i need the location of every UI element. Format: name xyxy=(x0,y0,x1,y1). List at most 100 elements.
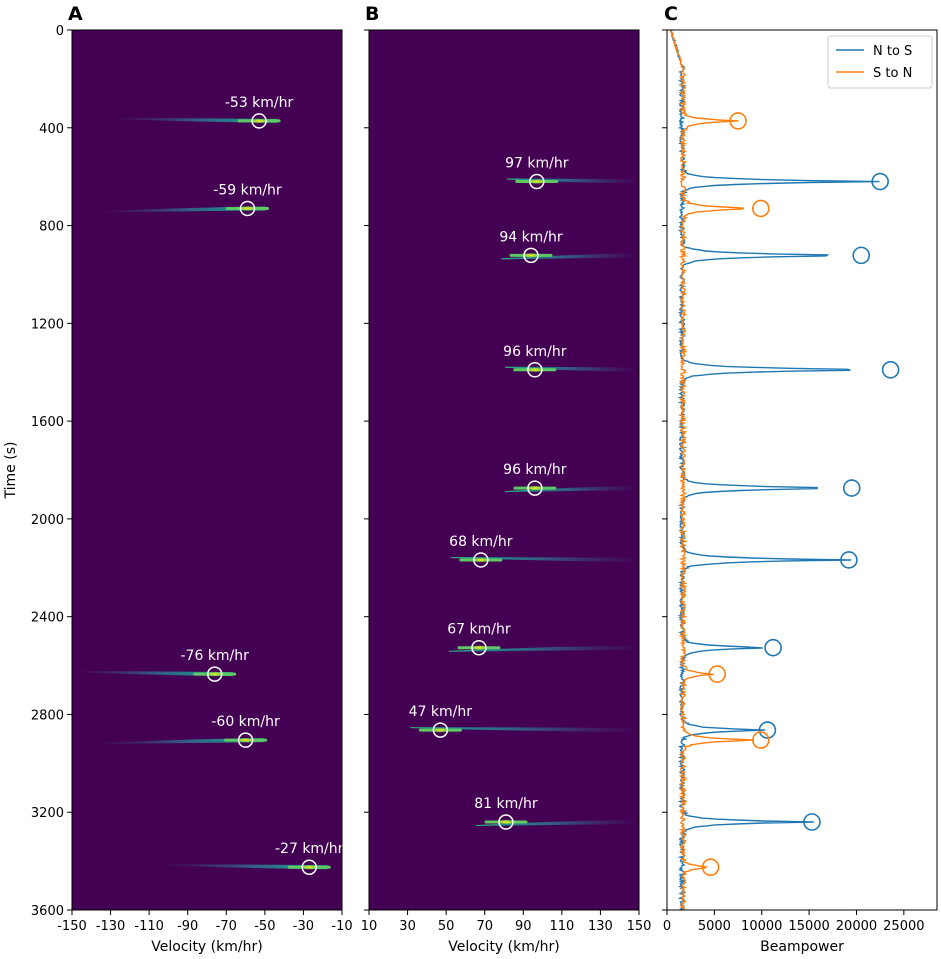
x-ticks-b: 10 30 50 70 90 110 130 150 xyxy=(361,910,652,934)
detection-circle xyxy=(527,362,543,378)
velocity-annotation: -59 km/hr xyxy=(213,182,282,198)
streak-peak xyxy=(524,367,545,373)
y-tick-label: 1200 xyxy=(31,317,64,332)
heatmap-background-b xyxy=(369,30,639,910)
velocity-streak xyxy=(97,738,264,745)
x-axis-label-b: Velocity (km/hr) xyxy=(448,939,559,955)
peak-marker-s-to-n xyxy=(701,858,720,877)
x-tick-label-a: -30 xyxy=(293,919,314,934)
x-tick-label-b: 70 xyxy=(476,919,493,934)
streak-peak xyxy=(430,727,451,733)
y-tick-label: 3600 xyxy=(31,904,64,919)
legend-label-s-to-n: S to N xyxy=(873,66,912,81)
velocity-annotation: 94 km/hr xyxy=(499,229,563,245)
streak-peak xyxy=(468,645,489,651)
panel-b: 97 km/hr 94 km/hr 96 km/hr 96 km/hr 68 km/hr… xyxy=(361,3,652,955)
detection-markers-a: -53 km/hr -59 km/hr -76 km/hr -60 km/hr -27 … xyxy=(181,95,344,875)
x-axis-label-a: Velocity (km/hr) xyxy=(151,939,262,955)
peak-marker-n-to-s xyxy=(840,551,858,569)
velocity-annotation: 47 km/hr xyxy=(409,704,473,720)
y-axis-label: Time (s) xyxy=(3,442,19,500)
detection-circle xyxy=(301,859,317,875)
panel-c: 0 5000 10000 15000 20000 25000 C Beampower N … xyxy=(662,3,938,955)
velocity-streak xyxy=(448,645,639,652)
detection-circle xyxy=(523,247,539,264)
peak-marker-n-to-s xyxy=(803,813,821,831)
peak-marker-s-to-n xyxy=(708,665,727,683)
velocity-annotation: 96 km/hr xyxy=(503,344,567,360)
velocity-annotation: -60 km/hr xyxy=(211,714,280,730)
y-ticks-b xyxy=(364,29,369,911)
y-tick-label: 2000 xyxy=(31,513,64,528)
peak-marker-s-to-n xyxy=(751,731,770,749)
peak-marker-n-to-s xyxy=(764,638,782,657)
peak-marker-n-to-s xyxy=(852,246,871,265)
velocity-annotation: 97 km/hr xyxy=(505,156,569,172)
y-tick-label: 2400 xyxy=(31,611,64,626)
y-ticks-c xyxy=(662,29,667,911)
panel-letter-c: C xyxy=(664,3,678,25)
x-ticks-a: -150 -130 -110 -90 -70 -50 -30 -10 xyxy=(57,910,353,934)
velocity-streak xyxy=(72,671,233,677)
velocity-streak xyxy=(99,206,266,213)
velocity-annotation: -76 km/hr xyxy=(181,648,250,664)
detection-markers-b: 97 km/hr 94 km/hr 96 km/hr 96 km/hr 68 km/hr… xyxy=(409,156,569,830)
y-tick-label: 2800 xyxy=(31,708,64,723)
velocity-streak xyxy=(110,117,278,123)
detection-circle xyxy=(498,814,514,830)
peak-marker-s-to-n xyxy=(729,112,747,130)
y-tick-label: 1600 xyxy=(31,415,64,430)
x-tick-label-b: 30 xyxy=(399,919,416,934)
peak-markers xyxy=(701,112,900,877)
detection-circle xyxy=(529,173,545,190)
x-tick-label-a: -10 xyxy=(331,919,352,934)
velocity-annotation: -53 km/hr xyxy=(225,95,294,111)
x-tick-label-b: 10 xyxy=(361,919,378,934)
axes-frame-c xyxy=(666,29,938,911)
y-tick-label: 3200 xyxy=(31,806,64,821)
x-tick-label-b: 130 xyxy=(588,919,613,934)
velocity-streak xyxy=(504,486,639,493)
streak-peak xyxy=(299,864,320,870)
y-tick-label: 400 xyxy=(39,122,64,137)
heatmap-tracks-a xyxy=(72,117,331,870)
peak-marker-n-to-s xyxy=(871,172,889,191)
velocity-streak xyxy=(501,253,639,260)
velocity-annotation: -27 km/hr xyxy=(275,841,344,857)
x-tick-label-a: -90 xyxy=(177,919,198,934)
x-tick-label-a: -70 xyxy=(216,919,237,934)
peak-marker-n-to-s xyxy=(758,721,777,739)
peak-marker-n-to-s xyxy=(881,360,900,379)
x-tick-label-c: 15000 xyxy=(788,919,829,934)
y-tick-label: 800 xyxy=(39,220,64,235)
streak-peak xyxy=(526,179,547,185)
heatmap-background-a xyxy=(72,30,342,910)
detection-circle xyxy=(206,666,223,682)
panel-a: -53 km/hr -59 km/hr -76 km/hr -60 km/hr -27 … xyxy=(3,3,353,955)
streak-peak xyxy=(524,485,545,491)
y-tick-label: 0 xyxy=(56,24,64,39)
velocity-streak xyxy=(160,864,328,870)
streak-peak xyxy=(237,205,258,211)
heatmap-tracks-b xyxy=(410,178,639,826)
beampower-lines xyxy=(669,29,880,911)
x-ticks-c: 0 5000 10000 15000 20000 25000 xyxy=(663,910,925,934)
streak-peak xyxy=(235,737,256,743)
detection-circle xyxy=(432,722,449,738)
streak-peak xyxy=(521,252,541,258)
plot-background-c xyxy=(667,30,937,910)
velocity-streak xyxy=(450,556,639,562)
axes-frame-a xyxy=(71,29,343,911)
streak-peak xyxy=(495,819,516,825)
series-line-s-to-n xyxy=(669,29,755,911)
streak-peak xyxy=(204,671,225,677)
velocity-annotation: 68 km/hr xyxy=(449,534,513,550)
detection-circle xyxy=(251,113,267,129)
legend-label-n-to-s: N to S xyxy=(873,44,912,59)
x-tick-label-b: 90 xyxy=(515,919,532,934)
velocity-annotation: 96 km/hr xyxy=(503,462,567,478)
x-tick-label-b: 150 xyxy=(627,919,652,934)
axes-frame-b xyxy=(368,29,640,911)
velocity-streak xyxy=(410,727,639,733)
